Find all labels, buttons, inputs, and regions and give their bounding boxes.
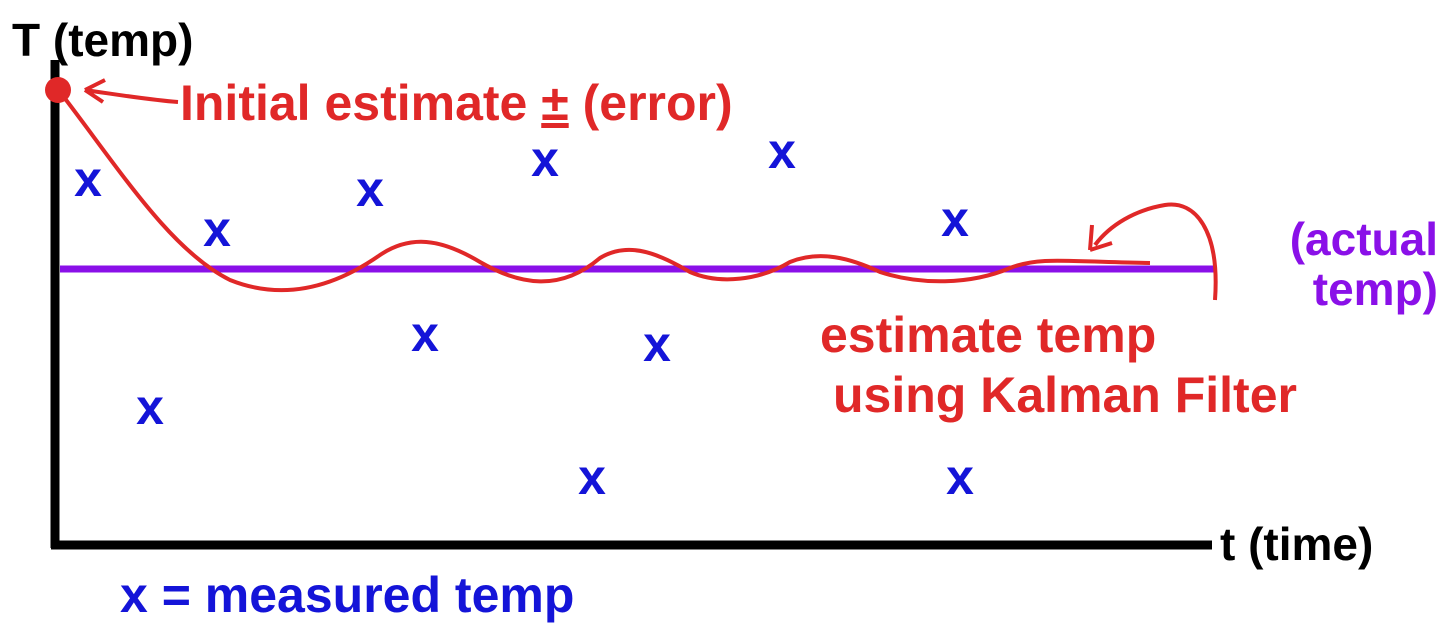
plus-minus: ± bbox=[541, 75, 568, 131]
initial-text: Initial estimate bbox=[180, 75, 527, 131]
measured-marker: x bbox=[531, 131, 559, 187]
measured-marker: x bbox=[946, 449, 974, 505]
measured-marker: x bbox=[411, 306, 439, 362]
legend: x = measured temp bbox=[120, 567, 574, 623]
actual-label: temp) bbox=[1313, 263, 1438, 315]
measured-marker: x bbox=[768, 123, 796, 179]
y-axis-label: T (temp) bbox=[12, 14, 193, 66]
actual-label: (actual bbox=[1290, 213, 1438, 265]
measured-marker: x bbox=[356, 161, 384, 217]
measurements: x x x x x x x x x x x bbox=[74, 123, 974, 505]
measured-marker: x bbox=[203, 201, 231, 257]
estimate-arrow bbox=[1093, 202, 1218, 301]
initial-label: Initial estimate ± (error) bbox=[180, 75, 733, 131]
measured-marker: x bbox=[578, 449, 606, 505]
estimate-label: using Kalman Filter bbox=[833, 367, 1297, 423]
estimate-label: estimate temp bbox=[820, 307, 1156, 363]
error-text: (error) bbox=[583, 75, 733, 131]
initial-arrow bbox=[83, 78, 179, 104]
measured-marker: x bbox=[643, 316, 671, 372]
x-axis-label: t (time) bbox=[1220, 518, 1373, 570]
measured-marker: x bbox=[136, 379, 164, 435]
measured-marker: x bbox=[941, 191, 969, 247]
estimate-arrowhead bbox=[1088, 224, 1113, 252]
kalman-estimate-curve bbox=[58, 90, 1151, 293]
measured-marker: x bbox=[74, 151, 102, 207]
initial-estimate-dot bbox=[45, 77, 71, 103]
